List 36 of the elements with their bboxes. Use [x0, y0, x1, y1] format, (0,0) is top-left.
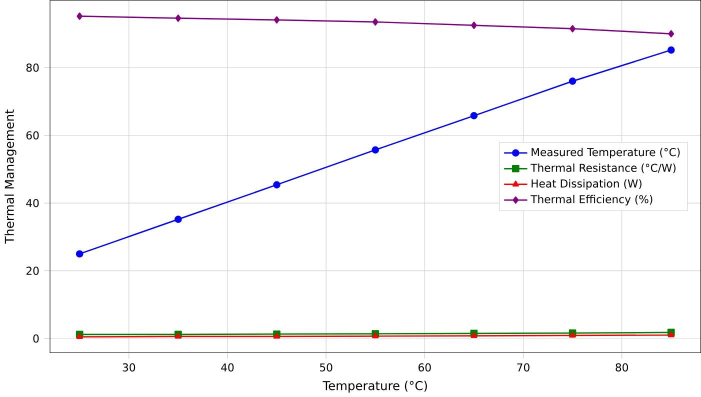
point: [273, 181, 280, 188]
x-tick-label: 70: [517, 363, 530, 372]
legend-label: Thermal Efficiency (%): [530, 194, 652, 206]
point: [668, 331, 674, 338]
legend-label: Measured Temperature (°C): [532, 148, 680, 158]
point: [470, 332, 478, 338]
point: [668, 30, 674, 38]
point: [667, 46, 675, 54]
y-tick-label: 20: [26, 266, 39, 275]
point: [372, 18, 378, 26]
x-tick-label: 60: [418, 363, 431, 372]
point: [568, 77, 576, 85]
point: [274, 16, 280, 24]
y-axis-title: Thermal Management: [4, 109, 16, 244]
x-tick-label: 80: [616, 363, 628, 372]
x-tick-label: 40: [221, 363, 234, 372]
y-tick-label: 0: [33, 334, 39, 343]
y-tick-label: 60: [26, 131, 39, 140]
point: [570, 24, 576, 32]
point: [471, 22, 477, 29]
x-tick-label: 50: [320, 363, 332, 372]
point: [76, 250, 84, 258]
x-axis-title: Temperature (°C): [322, 380, 427, 393]
legend-label: Heat Dissipation (W): [532, 179, 642, 190]
y-tick-label: 80: [26, 63, 39, 72]
point: [470, 112, 478, 120]
point: [76, 12, 83, 20]
legend-label: Thermal Resistance (°C/W): [530, 163, 676, 174]
point: [274, 332, 280, 339]
point: [76, 333, 83, 339]
point: [372, 146, 380, 154]
point: [175, 14, 182, 22]
point: [569, 332, 576, 338]
point: [174, 216, 182, 223]
y-tick-label: 40: [26, 198, 39, 208]
x-tick-label: 30: [122, 363, 136, 372]
